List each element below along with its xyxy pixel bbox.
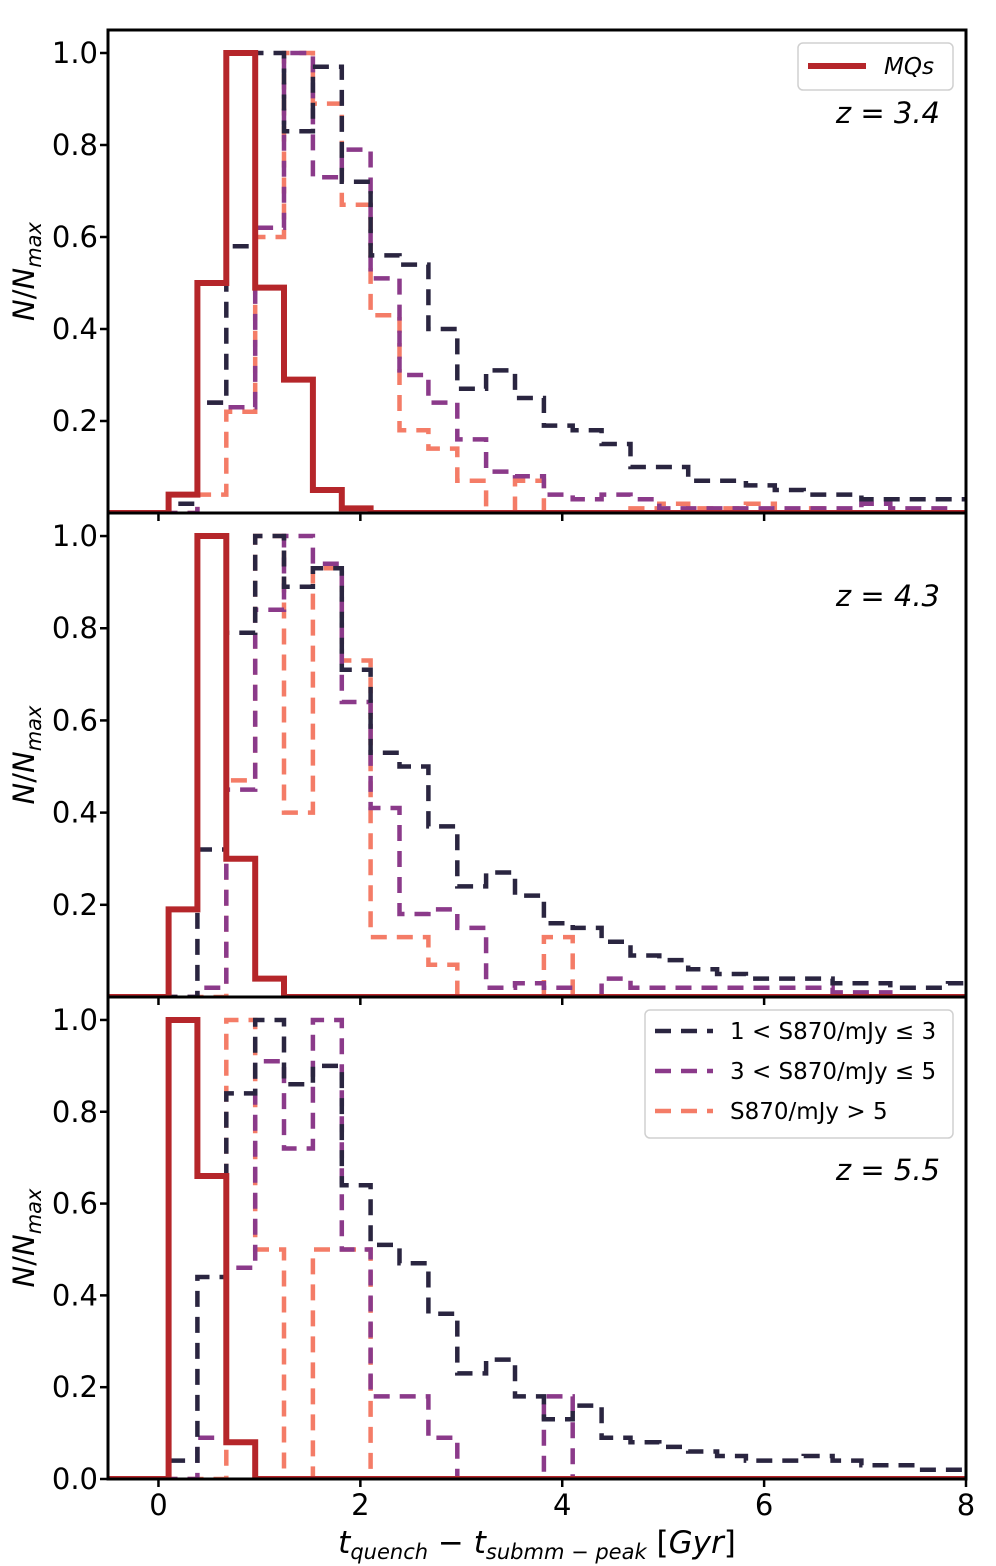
x-axis: 0 2 4 6 8 [149,1488,975,1522]
series-s2-panel-3 [108,1017,966,1479]
redshift-label: z = 3.4 [835,96,940,130]
y-tick-label: 0.2 [52,888,98,922]
panel-3: 0.0 0.2 0.4 0.6 0.8 1.0 N/Nmax z = 5.5 1 < S870/… [7,995,968,1496]
series-mqs-panel-2 [108,533,966,997]
y-tick-label: 0.4 [52,312,98,346]
series-s2-panel-2 [108,533,966,997]
y-axis-label: N/Nmax [7,221,46,321]
y-tick-label: 1.0 [52,1003,98,1037]
series-s1-panel-2 [108,533,966,997]
panel-1: 0.2 0.4 0.6 0.8 1.0 N/Nmax z = 3.4 MQs [7,28,968,521]
redshift-label: z = 5.5 [835,1153,940,1187]
y-tick-label: 0.8 [52,128,98,162]
x-tick-label: 8 [957,1488,975,1522]
y-tick-label: 0.6 [52,1187,98,1221]
legend-label-s2: 3 < S870/mJy ≤ 5 [730,1059,936,1085]
legend-mqs: MQs [797,42,954,91]
panel-3-series [108,1017,966,1479]
y-tick-label: 0.2 [52,1370,98,1404]
y-tick-label: 0.8 [52,1095,98,1129]
y-tick-label: 0.2 [52,404,98,438]
y-axis-label: N/Nmax [7,705,46,805]
x-tick-label: 0 [149,1488,167,1522]
x-tick-label: 6 [755,1488,773,1522]
panels: 0.2 0.4 0.6 0.8 1.0 N/Nmax z = 3.4 MQs 0.2 0.4 0.6… [7,28,968,1496]
y-axis-label: N/Nmax [7,1188,46,1288]
y-tick-label: 1.0 [52,519,98,553]
panel-2-series [108,533,966,997]
panel-1-series [108,50,966,513]
y-tick-label: 0.4 [52,1278,98,1312]
series-s1-panel-1 [108,50,966,513]
series-s1-panel-3 [108,1017,966,1479]
y-tick-label: 0.4 [52,796,98,830]
legend-label-s1: 1 < S870/mJy ≤ 3 [730,1019,936,1045]
series-mqs-panel-3 [108,1017,966,1479]
x-tick-label: 4 [553,1488,571,1522]
panel-2: 0.2 0.4 0.6 0.8 1.0 N/Nmax z = 4.3 [7,511,968,1005]
x-tick-label: 2 [351,1488,369,1522]
y-tick-label: 0.6 [52,220,98,254]
legend-series: 1 < S870/mJy ≤ 3 3 < S870/mJy ≤ 5 S870/mJy… [644,1009,954,1139]
series-s2-panel-1 [108,50,966,513]
panel-3-frame [106,995,968,1481]
y-tick-label: 0.0 [52,1462,98,1496]
y-tick-label: 0.8 [52,611,98,645]
series-mqs-panel-1 [108,50,966,513]
legend-label-mqs: MQs [884,54,934,80]
redshift-label: z = 4.3 [835,579,940,613]
series-s3-panel-1 [108,50,966,513]
y-tick-label: 0.6 [52,703,98,737]
series-s3-panel-3 [108,1017,966,1479]
legend-label-s3: S870/mJy > 5 [730,1099,888,1125]
y-tick-label: 1.0 [52,36,98,70]
x-axis-label: tquench − tsubmm − peak [Gyr] [338,1525,736,1564]
